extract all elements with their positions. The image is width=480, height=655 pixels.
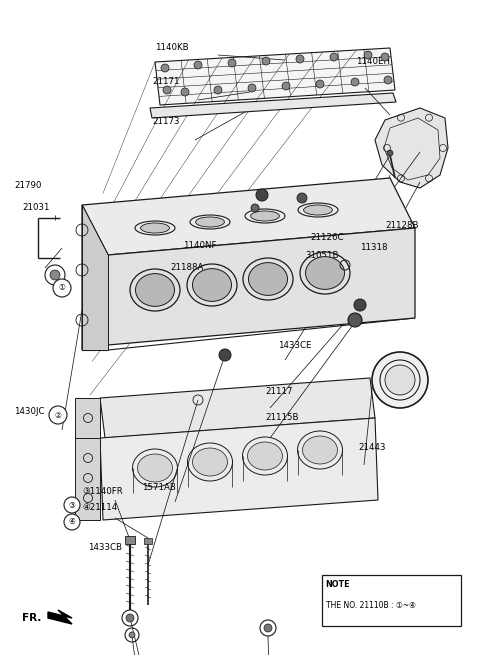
Circle shape [129, 632, 135, 638]
Circle shape [228, 59, 236, 67]
Circle shape [64, 497, 80, 513]
Ellipse shape [192, 448, 228, 476]
Circle shape [161, 64, 169, 72]
Circle shape [64, 514, 80, 530]
Text: 21790: 21790 [14, 181, 41, 189]
Text: 1140KB: 1140KB [155, 43, 189, 52]
Circle shape [296, 55, 304, 63]
Polygon shape [75, 398, 100, 520]
Text: ④21114: ④21114 [82, 504, 117, 512]
Polygon shape [82, 205, 108, 350]
FancyBboxPatch shape [322, 575, 461, 626]
Text: ③: ③ [69, 500, 75, 510]
Text: 1430JC: 1430JC [14, 407, 45, 417]
Ellipse shape [248, 442, 283, 470]
Text: FR.: FR. [22, 613, 41, 623]
Bar [125, 536, 135, 544]
Text: 1140EH: 1140EH [356, 58, 390, 67]
Text: 21031: 21031 [22, 204, 49, 212]
Circle shape [248, 84, 256, 92]
Text: 11318: 11318 [360, 244, 387, 252]
Polygon shape [150, 93, 396, 118]
Text: ④: ④ [69, 517, 75, 527]
Circle shape [364, 51, 372, 59]
Circle shape [181, 88, 189, 96]
Ellipse shape [135, 274, 175, 307]
Polygon shape [375, 108, 448, 188]
Polygon shape [155, 48, 395, 105]
Ellipse shape [305, 257, 345, 290]
Ellipse shape [137, 454, 172, 482]
Polygon shape [48, 610, 72, 624]
Ellipse shape [192, 269, 231, 301]
Circle shape [256, 189, 268, 201]
Circle shape [50, 270, 60, 280]
Polygon shape [108, 228, 415, 345]
Circle shape [53, 279, 71, 297]
Circle shape [163, 86, 171, 94]
Polygon shape [82, 178, 415, 255]
Circle shape [384, 76, 392, 84]
Text: NOTE: NOTE [325, 580, 350, 589]
Text: 1571AB: 1571AB [142, 483, 176, 493]
Polygon shape [100, 418, 378, 520]
Circle shape [49, 406, 67, 424]
Circle shape [282, 82, 290, 90]
Text: ②: ② [55, 411, 61, 419]
Circle shape [194, 61, 202, 69]
Text: 1140NF: 1140NF [183, 240, 216, 250]
Text: 21171: 21171 [152, 77, 180, 86]
Text: ③1140FR: ③1140FR [82, 487, 123, 496]
Ellipse shape [249, 263, 288, 295]
Circle shape [262, 57, 270, 65]
Ellipse shape [196, 217, 225, 227]
Text: 21115B: 21115B [265, 413, 299, 422]
Text: THE NO. 21110B : ①~④: THE NO. 21110B : ①~④ [325, 601, 416, 610]
Text: 21443: 21443 [358, 443, 385, 453]
Text: 21128B: 21128B [385, 221, 419, 229]
Circle shape [316, 80, 324, 88]
Circle shape [264, 624, 272, 632]
Text: 1433CB: 1433CB [88, 544, 122, 553]
Circle shape [297, 193, 307, 203]
Circle shape [354, 299, 366, 311]
Circle shape [385, 365, 415, 395]
Circle shape [387, 150, 393, 156]
Text: 31051B: 31051B [305, 250, 338, 259]
Text: 21117: 21117 [265, 388, 292, 396]
Circle shape [381, 53, 389, 61]
Text: 21173: 21173 [152, 117, 180, 126]
Ellipse shape [141, 223, 169, 233]
Bar [144, 538, 152, 544]
Circle shape [348, 313, 362, 327]
Circle shape [214, 86, 222, 94]
Circle shape [251, 204, 259, 212]
Circle shape [126, 614, 134, 622]
Polygon shape [100, 378, 375, 438]
Polygon shape [82, 205, 108, 350]
Text: 1433CE: 1433CE [278, 341, 312, 350]
Circle shape [351, 78, 359, 86]
Text: 21126C: 21126C [310, 233, 344, 242]
Text: ①: ① [59, 284, 65, 293]
Ellipse shape [304, 205, 332, 215]
Circle shape [219, 349, 231, 361]
Circle shape [372, 352, 428, 408]
Ellipse shape [251, 211, 279, 221]
Circle shape [330, 53, 338, 61]
Text: 21188A: 21188A [170, 263, 204, 272]
Ellipse shape [302, 436, 337, 464]
